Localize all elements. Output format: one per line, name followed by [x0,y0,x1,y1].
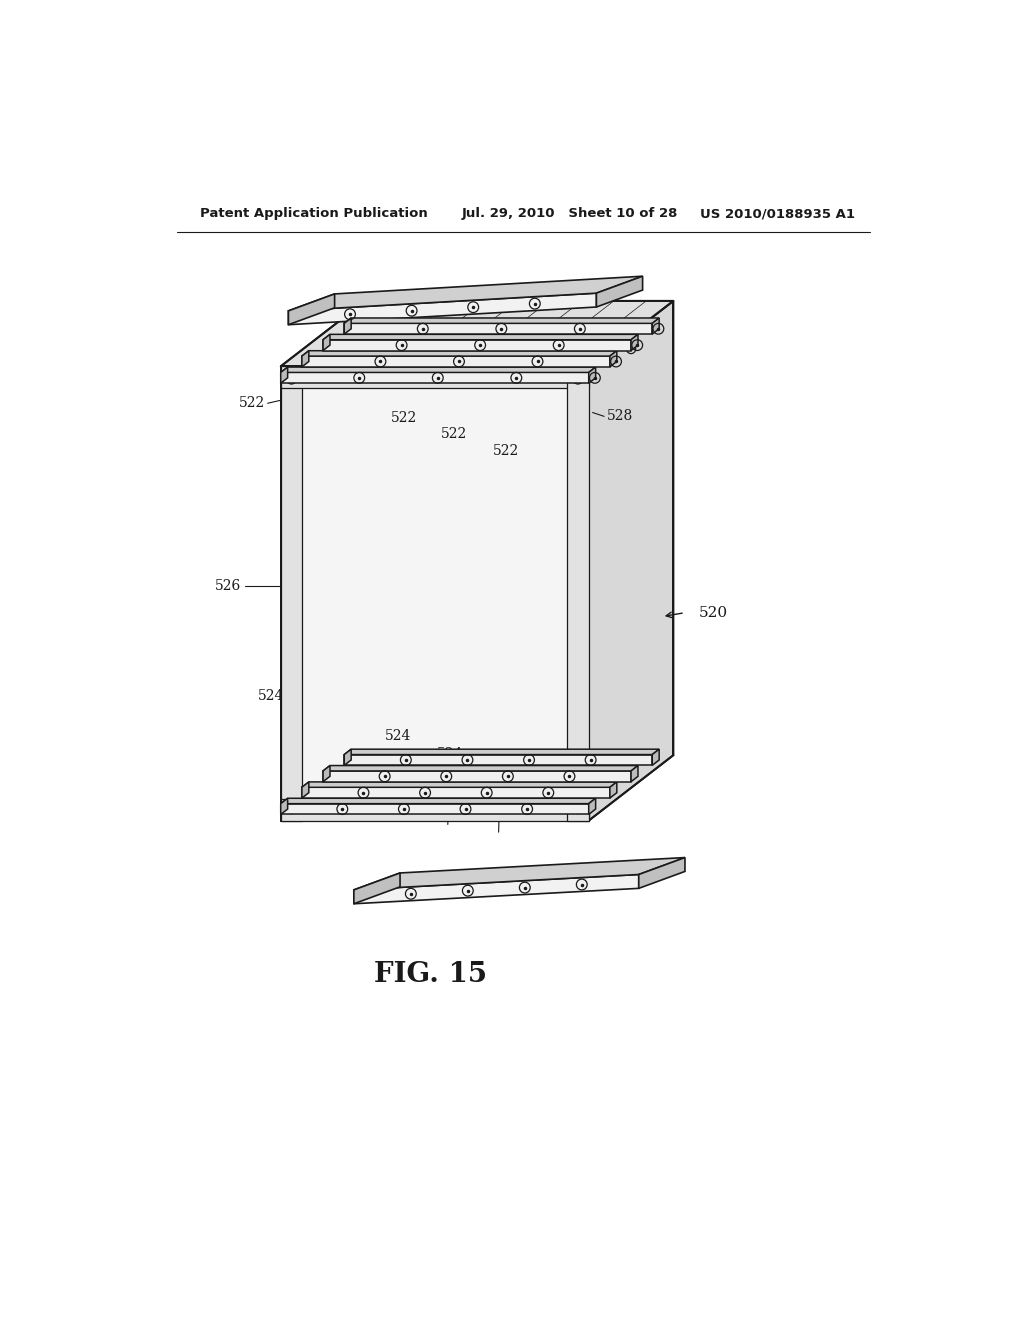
Polygon shape [302,787,610,799]
Polygon shape [610,781,616,799]
Polygon shape [302,351,309,367]
Text: 522: 522 [441,428,467,441]
Polygon shape [652,318,659,334]
Polygon shape [596,276,643,308]
Text: 52: 52 [569,285,589,298]
Text: 524: 524 [487,763,513,777]
Polygon shape [344,750,351,766]
Polygon shape [344,750,659,755]
Polygon shape [302,351,616,356]
Text: 522: 522 [494,444,519,458]
Text: US 2010/0188935 A1: US 2010/0188935 A1 [700,207,855,220]
Polygon shape [281,301,674,367]
Polygon shape [344,323,652,334]
Polygon shape [281,372,589,383]
Polygon shape [344,755,652,766]
Polygon shape [323,339,631,351]
Text: 526: 526 [214,578,241,593]
Polygon shape [281,367,288,383]
Polygon shape [344,318,659,323]
Polygon shape [281,367,589,388]
Polygon shape [631,766,638,781]
Polygon shape [354,873,400,904]
Text: 5203: 5203 [359,368,394,383]
Polygon shape [289,294,335,325]
Polygon shape [281,367,596,372]
Polygon shape [639,858,685,888]
Polygon shape [652,750,659,766]
Text: Jul. 29, 2010   Sheet 10 of 28: Jul. 29, 2010 Sheet 10 of 28 [462,207,678,220]
Polygon shape [323,334,330,351]
Polygon shape [281,804,589,814]
Polygon shape [281,799,596,804]
Text: 524: 524 [437,747,463,760]
Polygon shape [289,293,596,325]
Polygon shape [302,356,610,367]
Text: FIG. 15: FIG. 15 [375,961,487,989]
Polygon shape [323,771,631,781]
Polygon shape [354,858,685,890]
Polygon shape [589,367,596,383]
Text: 524: 524 [258,689,285,702]
Polygon shape [323,766,330,781]
Text: 520: 520 [698,606,728,619]
Polygon shape [281,367,302,821]
Text: Patent Application Publication: Patent Application Publication [200,207,428,220]
Text: 529: 529 [589,875,615,890]
Text: 522: 522 [239,396,265,411]
Polygon shape [610,351,616,367]
Polygon shape [589,799,596,814]
Text: 524: 524 [385,729,412,743]
Text: 528: 528 [606,409,633,424]
Polygon shape [631,334,638,351]
Text: 522: 522 [391,411,417,425]
Polygon shape [281,799,288,814]
Polygon shape [289,276,643,312]
Polygon shape [281,367,589,821]
Polygon shape [281,799,589,821]
Polygon shape [302,781,616,787]
Polygon shape [589,301,674,821]
Polygon shape [323,334,638,339]
Polygon shape [567,367,589,821]
Polygon shape [302,781,309,799]
Polygon shape [323,766,638,771]
Polygon shape [354,874,639,904]
Polygon shape [344,318,351,334]
